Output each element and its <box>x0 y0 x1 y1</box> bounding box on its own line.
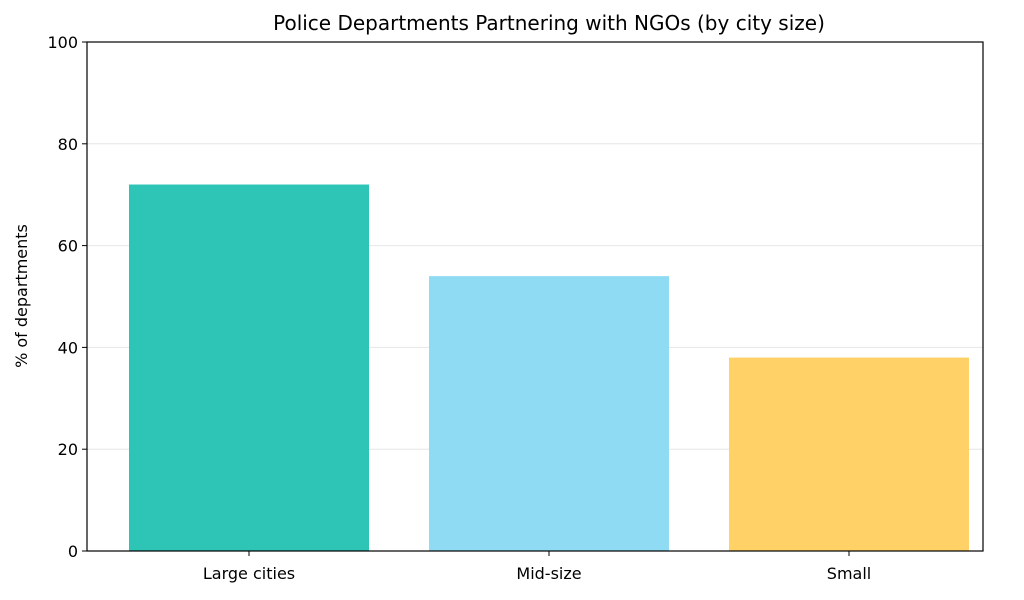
y-tick-label: 80 <box>58 135 78 154</box>
bar-mid-size <box>429 276 669 551</box>
plot-frame <box>86 41 984 552</box>
y-tick-label: 0 <box>68 542 78 561</box>
bar-large-cities <box>129 184 369 551</box>
y-tick-label: 100 <box>47 33 78 52</box>
bars <box>129 184 969 551</box>
chart-title: Police Departments Partnering with NGOs … <box>273 11 825 35</box>
y-axis-label: % of departments <box>12 224 31 368</box>
y-tick-label: 60 <box>58 237 78 256</box>
x-tick-label: Mid-size <box>516 564 581 583</box>
y-ticks: 0 20 40 60 80 100 <box>47 33 87 561</box>
x-ticks: Large cities Mid-size Small <box>203 551 871 583</box>
x-tick-label: Small <box>827 564 871 583</box>
x-tick-label: Large cities <box>203 564 295 583</box>
y-tick-label: 20 <box>58 440 78 459</box>
y-tick-label: 40 <box>58 338 78 357</box>
bar-small <box>729 357 969 551</box>
